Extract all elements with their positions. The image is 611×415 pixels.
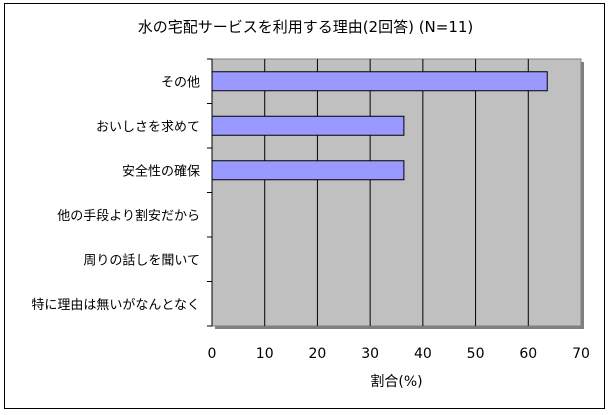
x-tick-label: 20 [309, 346, 327, 362]
x-tick-label: 0 [208, 346, 217, 362]
category-label: 特に理由は無いがなんとなく [31, 298, 200, 313]
x-tick-label: 60 [519, 346, 537, 362]
category-label: おいしさを求めて [96, 120, 200, 135]
x-tick-label: 50 [467, 346, 485, 362]
x-tick-label: 10 [256, 346, 274, 362]
chart-title: 水の宅配サービスを利用する理由(2回答) (N=11) [137, 18, 474, 36]
bar [211, 115, 405, 136]
bar [211, 160, 405, 181]
category-label: 安全性の確保 [122, 163, 200, 179]
bar [211, 71, 548, 92]
category-label: 他の手段より割安だから [57, 208, 200, 224]
x-tick-label: 40 [414, 346, 432, 362]
x-tick-label: 30 [361, 346, 379, 362]
category-label: その他 [161, 75, 200, 90]
x-tick-label: 70 [572, 346, 590, 362]
x-axis-label: 割合(%) [370, 374, 423, 390]
plot-area [211, 58, 582, 327]
category-label: 周りの話しを聞いて [83, 252, 200, 268]
